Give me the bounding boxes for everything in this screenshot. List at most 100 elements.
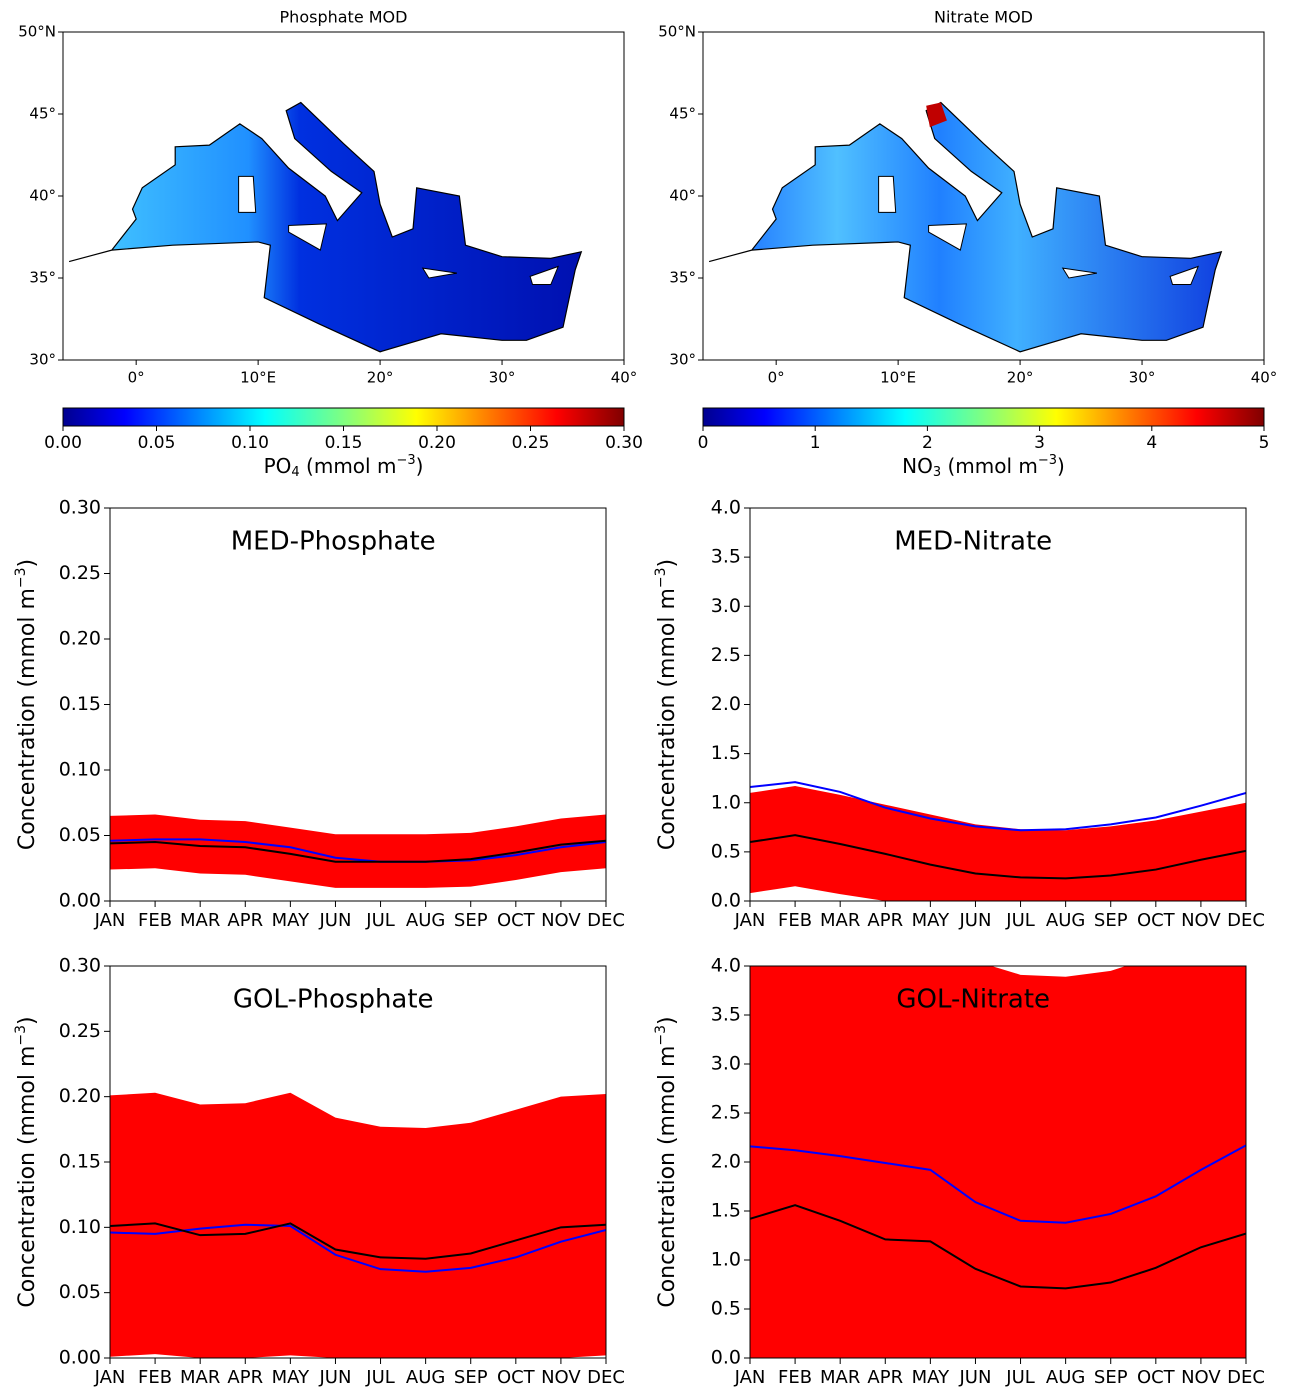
y-tick-label: 1.0	[711, 1249, 741, 1271]
x-tick-label: SEP	[1094, 910, 1128, 931]
y-tick-label: 3.0	[711, 1053, 741, 1075]
y-tick-label: 0.10	[59, 759, 101, 781]
y-tick-label: 2.5	[711, 1102, 741, 1124]
y-tick-label: 2.0	[711, 693, 741, 715]
x-tick-label: MAY	[912, 910, 950, 931]
x-tick-label: FEB	[778, 1367, 812, 1388]
y-tick-label: 2.5	[711, 644, 741, 666]
colorbar-tick-label: 5	[1259, 433, 1270, 453]
map-title: Phosphate MOD	[280, 8, 408, 27]
island	[288, 223, 328, 251]
colorbar-tick-label: 0	[698, 433, 709, 453]
colorbar-label-part: −3	[1038, 453, 1057, 468]
x-tick-label: NOV	[541, 1367, 581, 1388]
x-tick-label: 0°	[128, 369, 145, 387]
y-axis-label: Concentration (mmol m−3)	[13, 1016, 40, 1307]
colorbar-tick-label: 0.00	[44, 433, 82, 453]
x-tick-label: AUG	[1046, 1367, 1085, 1388]
y-tick-label: 2.0	[711, 1151, 741, 1173]
x-tick-label: APR	[867, 910, 903, 931]
hotspot	[926, 102, 947, 128]
x-tick-label: NOV	[541, 910, 581, 931]
x-tick-label: DEC	[1227, 910, 1265, 931]
panel: Phosphate MOD 0° 10°E 20° 30° 40° 30° 35° 40° 45°…	[18, 8, 643, 480]
x-tick-label: JAN	[734, 910, 766, 931]
y-tick-label: 0.5	[711, 1298, 741, 1320]
plot-area	[750, 966, 1246, 1358]
x-tick-label: APR	[227, 910, 263, 931]
y-tick-label: 30°	[29, 351, 56, 369]
y-tick-label: 3.0	[711, 595, 741, 617]
island	[238, 175, 257, 213]
colorbar	[62, 407, 625, 427]
y-tick-label: 0.25	[59, 1020, 101, 1042]
x-tick-label: 30°	[1129, 369, 1156, 387]
series-line	[110, 839, 606, 863]
y-axis-label-part: )	[655, 559, 680, 568]
colorbar-tick-label: 0.05	[138, 433, 176, 453]
x-tick-label: JAN	[94, 910, 126, 931]
x-tick-label: JUL	[365, 910, 395, 931]
y-axis-label-part: Concentration (mmol m	[15, 1046, 40, 1308]
panel: GOL-Nitrate 0.0 0.5 1.0 1.5 2.0 2.5 3.0 3.5 4.0 JA…	[653, 955, 1265, 1389]
x-tick-label: MAY	[912, 1367, 950, 1388]
y-tick-label: 0.5	[711, 840, 741, 862]
range-band	[110, 814, 606, 888]
series-line	[110, 1223, 606, 1273]
x-tick-label: MAR	[820, 1367, 860, 1388]
chart-title: MED-Phosphate	[231, 527, 436, 557]
y-axis-label-part: )	[655, 1016, 680, 1025]
x-tick-label: FEB	[778, 910, 812, 931]
colorbar-label-part: (mmol m	[300, 454, 397, 478]
x-tick-label: FEB	[138, 1367, 172, 1388]
x-tick-label: 10°E	[240, 369, 276, 387]
y-axis-label-part: Concentration (mmol m	[655, 588, 680, 850]
chart-title: MED-Nitrate	[894, 527, 1052, 557]
island	[1061, 267, 1098, 279]
y-tick-label: 1.5	[711, 742, 741, 764]
y-axis-label-part: −3	[13, 1025, 29, 1046]
series-line	[750, 1144, 1246, 1224]
range-band	[750, 966, 1246, 1358]
range-band	[750, 786, 1246, 901]
y-tick-label: 40°	[669, 187, 696, 205]
x-tick-label: DEC	[587, 910, 625, 931]
island	[928, 223, 968, 251]
x-tick-label: JUN	[958, 1367, 991, 1388]
y-axis-label-part: )	[15, 559, 40, 568]
range-band	[110, 1092, 606, 1358]
y-tick-label: 45°	[29, 105, 56, 123]
y-tick-label: 0.05	[59, 1281, 101, 1303]
y-tick-label: 0.20	[59, 1085, 101, 1107]
x-tick-label: JUL	[365, 1367, 395, 1388]
x-tick-label: JUN	[318, 910, 351, 931]
x-tick-label: MAR	[820, 910, 860, 931]
x-tick-label: SEP	[454, 1367, 488, 1388]
y-axis-label: Concentration (mmol m−3)	[653, 1016, 680, 1307]
y-tick-label: 1.0	[711, 791, 741, 813]
x-tick-label: 20°	[367, 369, 394, 387]
colorbar-tick-label: 0.25	[512, 433, 550, 453]
y-tick-label: 50°N	[18, 23, 56, 41]
y-tick-label: 1.5	[711, 1200, 741, 1222]
x-tick-label: FEB	[138, 910, 172, 931]
x-tick-label: OCT	[1137, 1367, 1176, 1388]
y-tick-label: 0.05	[59, 824, 101, 846]
colorbar-tick-label: 3	[1034, 433, 1045, 453]
x-tick-label: JAN	[734, 1367, 766, 1388]
x-tick-label: SEP	[454, 910, 488, 931]
y-tick-label: 0.15	[59, 1151, 101, 1173]
x-tick-label: JUL	[1005, 910, 1035, 931]
colorbar-label: NO3 (mmol m−3)	[902, 453, 1065, 480]
colorbar-tick-label: 2	[922, 433, 933, 453]
colorbar-label-part: )	[416, 454, 424, 478]
colorbar-tick-label: 0.10	[231, 433, 269, 453]
x-tick-label: JUN	[318, 1367, 351, 1388]
x-tick-label: OCT	[497, 910, 536, 931]
plot-area	[750, 781, 1246, 901]
x-tick-label: JUN	[958, 910, 991, 931]
chart-title: GOL-Phosphate	[233, 985, 434, 1015]
y-tick-label: 35°	[29, 269, 56, 287]
